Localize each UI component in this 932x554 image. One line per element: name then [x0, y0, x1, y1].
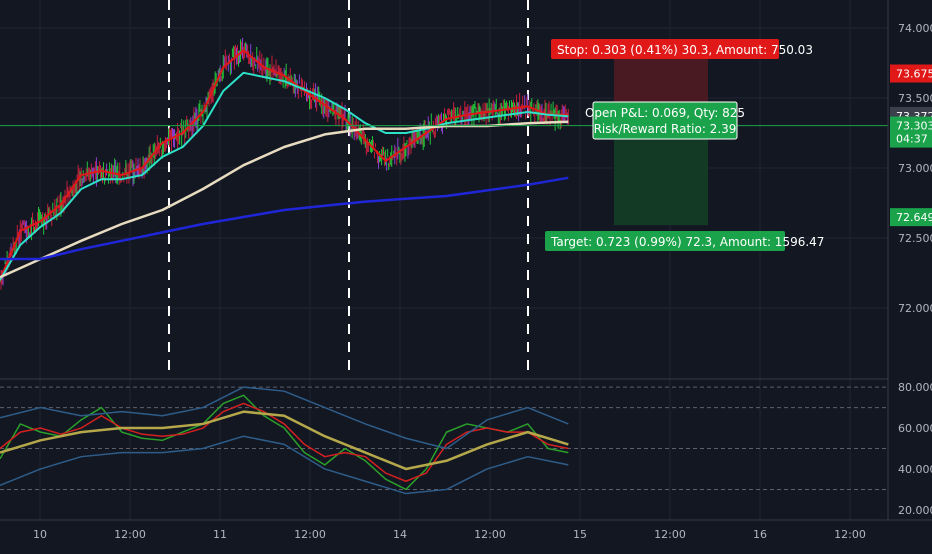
- y-axis-ticks[interactable]: 74.000 73.500 73.000 72.500 72.000 80.000 60.0…: [898, 22, 932, 517]
- oscillator-line-rsi-signal: [0, 402, 569, 482]
- price-tag-label: 73.675: [896, 68, 932, 81]
- y-tick-label: 74.000: [898, 22, 932, 35]
- price-tag: [890, 64, 932, 83]
- x-tick-label: 16: [753, 528, 767, 541]
- oscillator-line-rsi-fast: [0, 394, 569, 491]
- x-tick-label: 12:00: [294, 528, 326, 541]
- open-pl-background: [592, 101, 738, 140]
- price-tag: [890, 129, 932, 148]
- target-label[interactable]: Target: 0.723 (0.99%) 72.3, Amount: 1596…: [545, 231, 824, 251]
- stop-label[interactable]: Stop: 0.303 (0.41%) 30.3, Amount: 750.03: [551, 39, 813, 59]
- stop-label-text: Stop: 0.303 (0.41%) 30.3, Amount: 750.03: [557, 43, 813, 57]
- x-tick-label: 14: [393, 528, 407, 541]
- oscillator-line-rsi-band: [0, 386, 569, 450]
- oscillator-tick-label: 20.000: [898, 504, 932, 517]
- x-tick-label: 12:00: [834, 528, 866, 541]
- open-pl-label[interactable]: Open P&L: 0.069, Qty: 825 Risk/Reward Ra…: [585, 101, 745, 140]
- target-label-background: [545, 231, 785, 251]
- series-line-ema-fast: [0, 49, 569, 281]
- open-pl-text: Open P&L: 0.069, Qty: 825: [585, 106, 745, 120]
- price-tag-label: 04:37: [896, 133, 928, 146]
- price-tag-label: 72.649: [896, 211, 932, 224]
- price-tag: [890, 208, 932, 227]
- x-tick-label: 10: [33, 528, 47, 541]
- price-series: [0, 49, 888, 281]
- trade-zones: [614, 56, 708, 226]
- y-tick-label: 73.500: [898, 92, 932, 105]
- price-grid: [0, 0, 888, 520]
- series-line-ema-mid: [0, 71, 569, 281]
- oscillator-tick-label: 60.000: [898, 422, 932, 435]
- x-tick-label: 12:00: [654, 528, 686, 541]
- stop-label-background: [551, 39, 779, 59]
- y-tick-label: 72.500: [898, 232, 932, 245]
- x-tick-label: 12:00: [474, 528, 506, 541]
- oscillator-tick-label: 80.000: [898, 381, 932, 394]
- x-axis-ticks[interactable]: 10 12:00 11 12:00 14 12:00 15 12:00 16 12:00: [33, 528, 866, 541]
- series-line-sma-long: [0, 176, 569, 261]
- risk-reward-text: Risk/Reward Ratio: 2.39: [594, 122, 737, 136]
- oscillator-series: [0, 386, 569, 495]
- y-tick-label: 72.000: [898, 302, 932, 315]
- x-tick-label: 12:00: [114, 528, 146, 541]
- x-tick-label: 11: [213, 528, 227, 541]
- x-tick-label: 15: [573, 528, 587, 541]
- oscillator-line-rsi-band: [0, 435, 569, 495]
- oscillator-tick-label: 40.000: [898, 463, 932, 476]
- y-tick-label: 73.000: [898, 162, 932, 175]
- target-label-text: Target: 0.723 (0.99%) 72.3, Amount: 1596…: [550, 235, 824, 249]
- oscillator-line-rsi-slow: [0, 410, 569, 471]
- price-tag-label: 73.303: [896, 120, 932, 133]
